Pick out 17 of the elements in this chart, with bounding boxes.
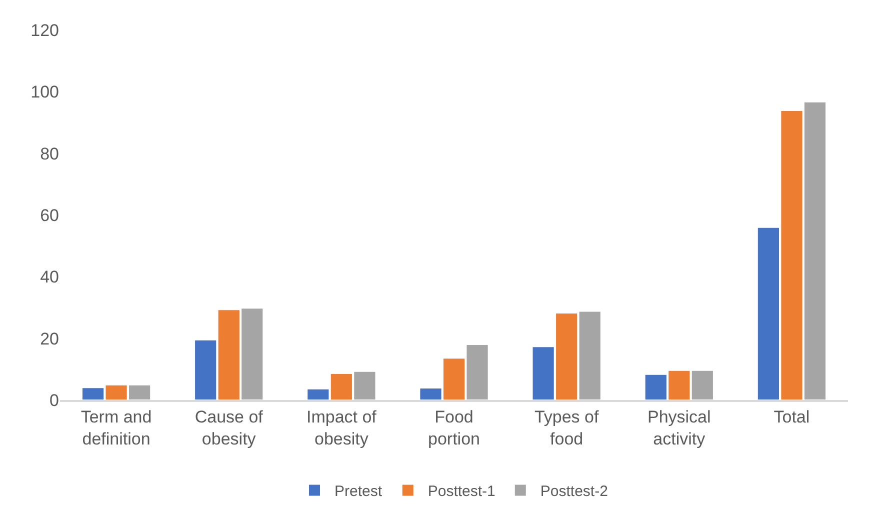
x-tick-label: Total bbox=[774, 407, 810, 426]
y-tick-label: 80 bbox=[40, 144, 59, 164]
y-tick-label: 60 bbox=[40, 206, 59, 225]
legend-label: Pretest bbox=[334, 483, 383, 500]
legend-label: Posttest-1 bbox=[428, 483, 496, 500]
y-tick-label: 100 bbox=[30, 82, 59, 102]
y-tick-label: 40 bbox=[40, 268, 59, 287]
x-tick-label: Food portion bbox=[428, 407, 480, 448]
x-tick-label: Types of food bbox=[534, 407, 599, 448]
legend-label: Posttest-2 bbox=[540, 483, 608, 500]
y-tick-label: 120 bbox=[30, 20, 59, 40]
x-tick-label: Cause of obesity bbox=[194, 407, 264, 448]
x-tick-label: Impact of obesity bbox=[306, 407, 377, 448]
x-tick-label: Term and definition bbox=[80, 407, 152, 448]
x-tick-label: Physical activity bbox=[647, 407, 711, 448]
y-tick-label: 0 bbox=[50, 390, 59, 410]
y-tick-label: 20 bbox=[40, 329, 59, 348]
